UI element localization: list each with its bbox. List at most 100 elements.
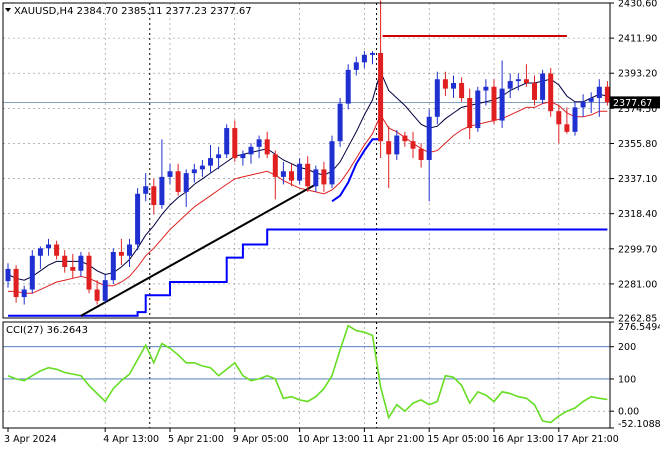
- candle-body[interactable]: [240, 154, 246, 159]
- chart-title: XAUUSD,H4 2384.70 2385.11 2377.23 2377.6…: [14, 6, 252, 17]
- cci-tick-label: 200: [618, 342, 636, 353]
- candle-body[interactable]: [532, 82, 537, 100]
- candle-body[interactable]: [337, 103, 343, 142]
- candle-body[interactable]: [321, 169, 327, 185]
- candle-body[interactable]: [224, 128, 230, 155]
- price-panel[interactable]: [3, 0, 610, 317]
- candle-body[interactable]: [361, 54, 367, 63]
- candle-body[interactable]: [118, 251, 124, 256]
- time-tick-label: 4 Apr 13:00: [103, 434, 159, 445]
- candle-body[interactable]: [127, 244, 132, 256]
- candle-body[interactable]: [402, 135, 408, 142]
- candle-body[interactable]: [216, 154, 222, 159]
- candle-body[interactable]: [143, 186, 149, 194]
- trailing-stop-line-2: [331, 138, 381, 203]
- time-tick-label: 10 Apr 13:00: [298, 434, 360, 445]
- candle-body[interactable]: [159, 176, 165, 206]
- cci-tick-label: 276.5494: [618, 322, 660, 333]
- candle-body[interactable]: [94, 289, 100, 301]
- cci-panel[interactable]: [7, 324, 608, 424]
- candle-body[interactable]: [564, 124, 570, 132]
- candle-body[interactable]: [442, 79, 448, 89]
- current-price-box: [610, 96, 660, 109]
- candle-body[interactable]: [280, 171, 286, 177]
- candle-body[interactable]: [62, 255, 68, 268]
- candle-body[interactable]: [183, 173, 189, 192]
- time-tick-label: 17 Apr 21:00: [557, 434, 619, 445]
- candle-body[interactable]: [499, 88, 505, 121]
- cci-tick-label: -52.1088: [618, 419, 660, 430]
- candle-body[interactable]: [305, 163, 311, 187]
- candle-body[interactable]: [86, 255, 92, 290]
- candle-body[interactable]: [548, 73, 554, 112]
- price-tick-label: 2393.20: [618, 69, 657, 80]
- candle-body[interactable]: [297, 163, 303, 181]
- candle-body[interactable]: [167, 171, 173, 177]
- candle-body[interactable]: [370, 52, 375, 55]
- candle-body[interactable]: [353, 62, 359, 70]
- price-tick-label: 2262.85: [618, 314, 657, 325]
- candle-body[interactable]: [588, 98, 594, 102]
- candle-body[interactable]: [491, 86, 497, 121]
- candle-body[interactable]: [596, 86, 602, 99]
- candle-body[interactable]: [135, 193, 141, 245]
- candle-body[interactable]: [208, 158, 213, 166]
- candle-body[interactable]: [151, 186, 157, 206]
- candle-body[interactable]: [418, 148, 424, 160]
- candle-body[interactable]: [451, 82, 456, 89]
- candle-body[interactable]: [604, 86, 610, 103]
- candle-body[interactable]: [272, 154, 278, 177]
- slow-moving-average-line: [8, 101, 608, 294]
- candle-body[interactable]: [313, 169, 319, 187]
- cci-tick-label: 100: [618, 374, 636, 385]
- candle-body[interactable]: [523, 79, 529, 83]
- candle-body[interactable]: [467, 98, 473, 129]
- candle-body[interactable]: [580, 101, 586, 108]
- candle-body[interactable]: [54, 244, 60, 256]
- candle-body[interactable]: [289, 171, 294, 181]
- candle-body[interactable]: [256, 139, 262, 147]
- candle-body[interactable]: [5, 268, 11, 282]
- cci-line: [7, 324, 608, 424]
- candle-body[interactable]: [232, 128, 238, 159]
- price-tick-label: 2337.10: [618, 174, 657, 185]
- candle-body[interactable]: [345, 69, 351, 104]
- candle-body[interactable]: [175, 171, 181, 192]
- candle-body[interactable]: [21, 289, 27, 298]
- candle-body[interactable]: [191, 169, 197, 174]
- candle-body[interactable]: [46, 244, 51, 249]
- time-tick-label: 9 Apr 05:00: [233, 434, 289, 445]
- candle-body[interactable]: [540, 73, 546, 100]
- candle-body[interactable]: [556, 111, 562, 125]
- candle-body[interactable]: [394, 135, 400, 155]
- candle-body[interactable]: [483, 86, 489, 91]
- candle-body[interactable]: [110, 251, 116, 281]
- candle-body[interactable]: [507, 81, 513, 89]
- candle-body[interactable]: [78, 255, 84, 271]
- candle-body[interactable]: [475, 90, 481, 129]
- candle-body[interactable]: [329, 141, 335, 185]
- candle-body[interactable]: [264, 139, 270, 155]
- candle-body[interactable]: [434, 79, 440, 117]
- candle-body[interactable]: [70, 267, 76, 271]
- price-tick-label: 2411.90: [618, 34, 657, 45]
- candle-body[interactable]: [378, 52, 384, 142]
- candle-body[interactable]: [386, 141, 392, 155]
- candle-body[interactable]: [13, 268, 19, 298]
- candle-body[interactable]: [410, 141, 416, 149]
- time-tick-label: 3 Apr 2024: [4, 434, 57, 445]
- candle-body[interactable]: [37, 248, 43, 256]
- trendline[interactable]: [80, 183, 317, 317]
- price-tick-label: 2430.60: [618, 0, 657, 10]
- candle-body[interactable]: [459, 82, 465, 99]
- candle-body[interactable]: [199, 165, 205, 170]
- chart-menu-triangle-icon[interactable]: [5, 8, 11, 12]
- candle-body[interactable]: [102, 280, 108, 301]
- candle-body[interactable]: [248, 146, 254, 155]
- candle-body[interactable]: [572, 107, 578, 132]
- cci-tick-label: 0.00: [618, 407, 639, 418]
- candle-body[interactable]: [515, 79, 521, 82]
- axis-labels: 2430.60 2411.90 2393.20 2374.50 2355.80 2337.…: [4, 0, 660, 445]
- candle-body[interactable]: [426, 116, 432, 160]
- candle-body[interactable]: [29, 255, 35, 290]
